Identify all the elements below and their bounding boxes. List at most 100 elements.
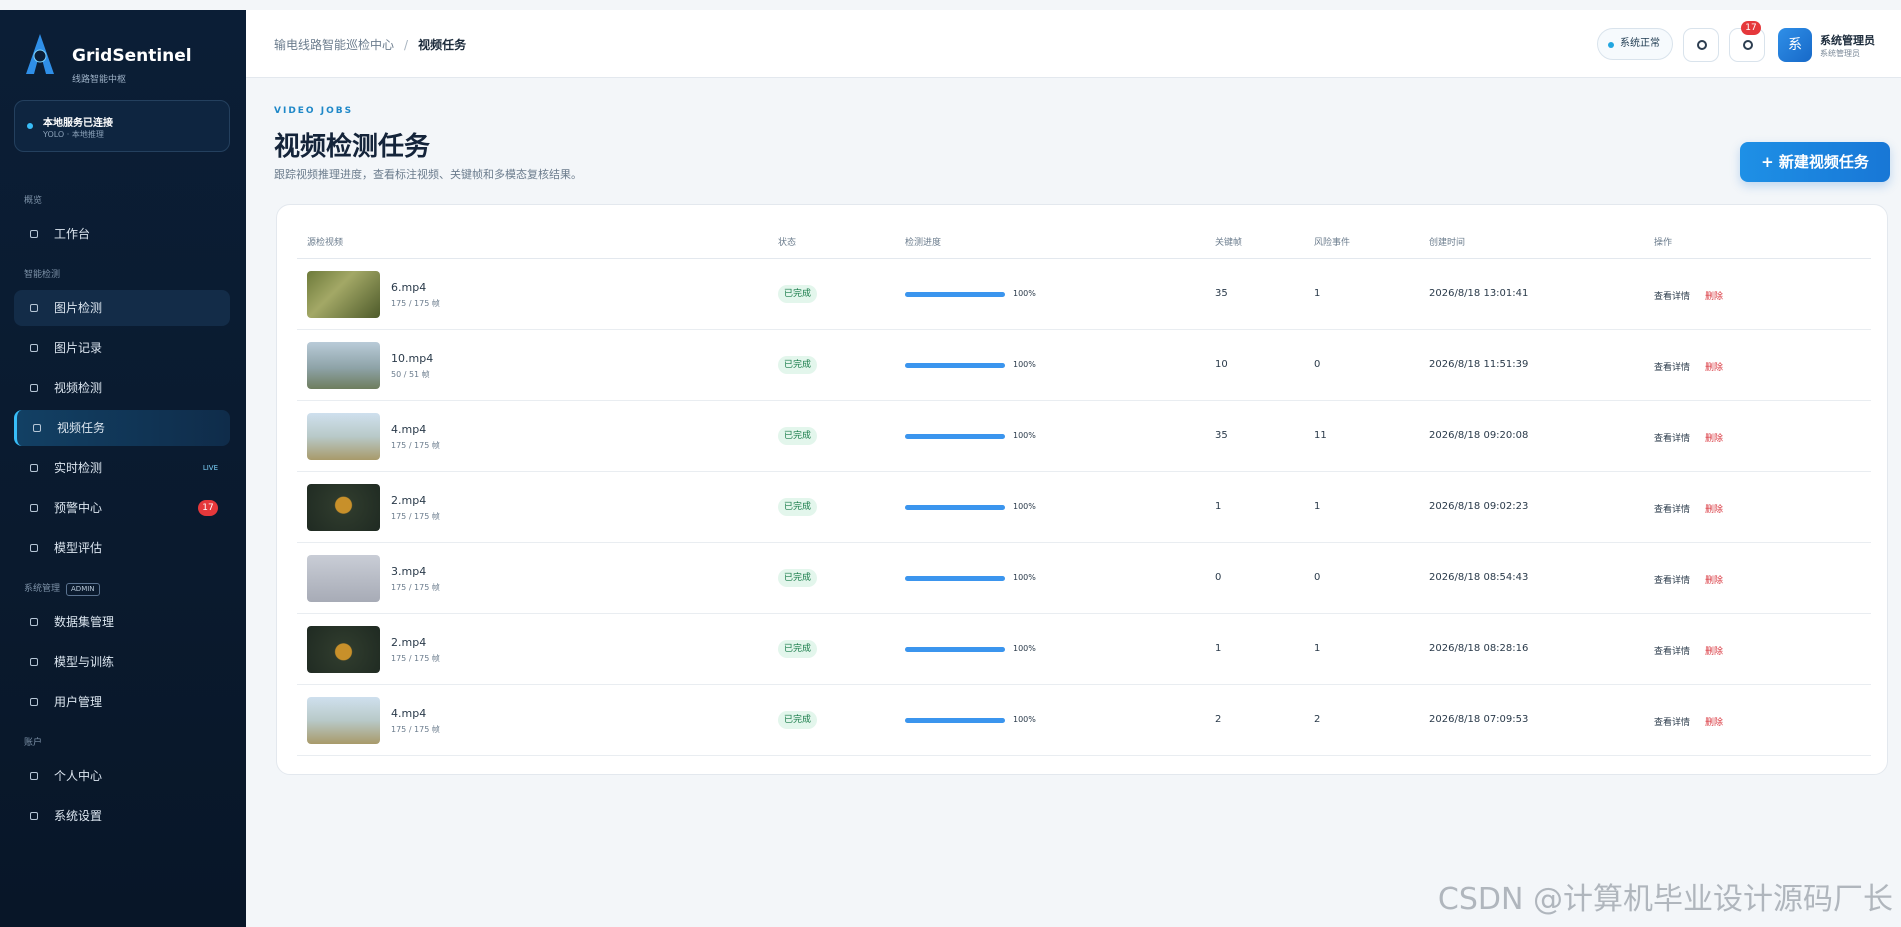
- view-details[interactable]: 查看详情: [1654, 718, 1691, 728]
- progress-bar: [905, 647, 1005, 652]
- nav-item[interactable]: 工作台: [14, 216, 230, 252]
- progress-bar: [905, 718, 1005, 723]
- nav-item[interactable]: 实时检测 LIVE: [14, 450, 230, 486]
- progress-label: 100%: [1013, 289, 1036, 298]
- progress-bar: [905, 576, 1005, 581]
- logo: [26, 34, 54, 74]
- risk-events: 1: [1314, 288, 1321, 299]
- progress-label: 100%: [1013, 502, 1036, 511]
- nav-icon: [30, 464, 38, 472]
- nav-group-label: 账户: [14, 732, 230, 754]
- avatar[interactable]: 系: [1778, 28, 1812, 62]
- status-tag: 已完成: [778, 427, 818, 445]
- video-name: 4.mp4: [391, 423, 427, 436]
- nav-icon: [30, 772, 38, 780]
- video-thumbnail[interactable]: [307, 626, 380, 673]
- status-tag: 已完成: [778, 640, 818, 658]
- keyframes: 10: [1215, 359, 1228, 370]
- video-thumbnail[interactable]: [307, 342, 380, 389]
- status-tag: 已完成: [778, 356, 818, 374]
- progress-label: 100%: [1013, 360, 1036, 369]
- status-pill: 系统正常: [1597, 28, 1673, 60]
- nav-item[interactable]: 用户管理: [14, 684, 230, 720]
- progress-label: 100%: [1013, 715, 1036, 724]
- delete-action[interactable]: 删除: [1705, 576, 1724, 586]
- nav-label: 模型评估: [54, 541, 103, 555]
- nav-group-text: 账户: [24, 738, 43, 748]
- nav-item[interactable]: 预警中心 17: [14, 490, 230, 526]
- nav-item[interactable]: 数据集管理: [14, 604, 230, 640]
- page-subtitle: 跟踪视频推理进度，查看标注视频、关键帧和多模态复核结果。: [274, 168, 582, 181]
- progress-track: [905, 718, 1005, 723]
- delete-action[interactable]: 删除: [1705, 647, 1724, 657]
- video-thumbnail[interactable]: [307, 413, 380, 460]
- view-details[interactable]: 查看详情: [1654, 576, 1691, 586]
- new-job-button[interactable]: + 新建视频任务: [1740, 142, 1890, 182]
- nav-label: 实时检测: [54, 461, 103, 475]
- nav-item[interactable]: 模型评估: [14, 530, 230, 566]
- delete-action[interactable]: 删除: [1705, 505, 1724, 515]
- view-details[interactable]: 查看详情: [1654, 363, 1691, 373]
- nav-icon: [30, 812, 38, 820]
- created-time: 2026/8/18 09:20:08: [1429, 430, 1529, 441]
- view-details[interactable]: 查看详情: [1654, 434, 1691, 444]
- view-details[interactable]: 查看详情: [1654, 292, 1691, 302]
- jobs-table: 源检视频 状态 检测进度 关键帧 风险事件 创建时间 操作 6.mp4 175 / 175 帧已…: [276, 204, 1888, 775]
- video-thumbnail[interactable]: [307, 484, 380, 531]
- delete-action[interactable]: 删除: [1705, 434, 1724, 444]
- delete-action[interactable]: 删除: [1705, 363, 1724, 373]
- nav-item[interactable]: 系统设置: [14, 798, 230, 834]
- keyframes: 35: [1215, 288, 1228, 299]
- nav-item[interactable]: 图片记录: [14, 330, 230, 366]
- nav-group-text: 概览: [24, 196, 43, 206]
- video-thumbnail[interactable]: [307, 271, 380, 318]
- nav-label: 图片检测: [54, 301, 103, 315]
- column-header: 风险事件: [1314, 238, 1351, 248]
- progress-label: 100%: [1013, 644, 1036, 653]
- nav-item[interactable]: 个人中心: [14, 758, 230, 794]
- brand-subtitle: 线路智能中枢: [72, 75, 127, 85]
- view-details[interactable]: 查看详情: [1654, 505, 1691, 515]
- video-thumbnail[interactable]: [307, 555, 380, 602]
- keyframes: 35: [1215, 430, 1228, 441]
- frame-count: 175 / 175 帧: [391, 583, 440, 592]
- nav-tag: LIVE: [202, 464, 218, 472]
- page-title: 视频检测任务: [274, 132, 431, 162]
- view-details[interactable]: 查看详情: [1654, 647, 1691, 657]
- delete-action[interactable]: 删除: [1705, 292, 1724, 302]
- progress-track: [905, 292, 1005, 297]
- nav-icon: [30, 344, 38, 352]
- risk-events: 1: [1314, 643, 1321, 654]
- icon: [1697, 40, 1707, 50]
- video-name: 3.mp4: [391, 565, 427, 578]
- nav-item[interactable]: 图片检测: [14, 290, 230, 326]
- nav-item[interactable]: 视频任务: [14, 410, 230, 446]
- video-thumbnail[interactable]: [307, 697, 380, 744]
- delete-action[interactable]: 删除: [1705, 718, 1724, 728]
- video-name: 2.mp4: [391, 636, 427, 649]
- created-time: 2026/8/18 08:54:43: [1429, 572, 1529, 583]
- nav-icon: [30, 384, 38, 392]
- nav-label: 工作台: [54, 227, 91, 241]
- theme-button[interactable]: [1683, 28, 1719, 62]
- progress-bar: [905, 505, 1005, 510]
- progress-track: [905, 363, 1005, 368]
- progress-track: [905, 434, 1005, 439]
- progress-bar: [905, 434, 1005, 439]
- breadcrumb-link[interactable]: 输电线路智能巡检中心: [274, 38, 395, 52]
- nav-item[interactable]: 视频检测: [14, 370, 230, 406]
- status-text: 系统正常: [1620, 38, 1660, 49]
- nav-label: 图片记录: [54, 341, 103, 355]
- video-name: 4.mp4: [391, 707, 427, 720]
- table-row: 4.mp4 175 / 175 帧 已完成 100% 35 11 2026/8/18 09:…: [297, 401, 1871, 472]
- nav-label: 视频检测: [54, 381, 103, 395]
- user-name: 系统管理员: [1820, 34, 1875, 47]
- created-time: 2026/8/18 11:51:39: [1429, 359, 1529, 370]
- nav-item[interactable]: 模型与训练: [14, 644, 230, 680]
- column-header: 检测进度: [905, 238, 942, 248]
- video-name: 2.mp4: [391, 494, 427, 507]
- nav-label: 系统设置: [54, 809, 103, 823]
- watermark: CSDN @计算机毕业设计源码厂长: [1437, 882, 1893, 917]
- nav-group-label: 系统管理 ADMIN: [14, 578, 230, 600]
